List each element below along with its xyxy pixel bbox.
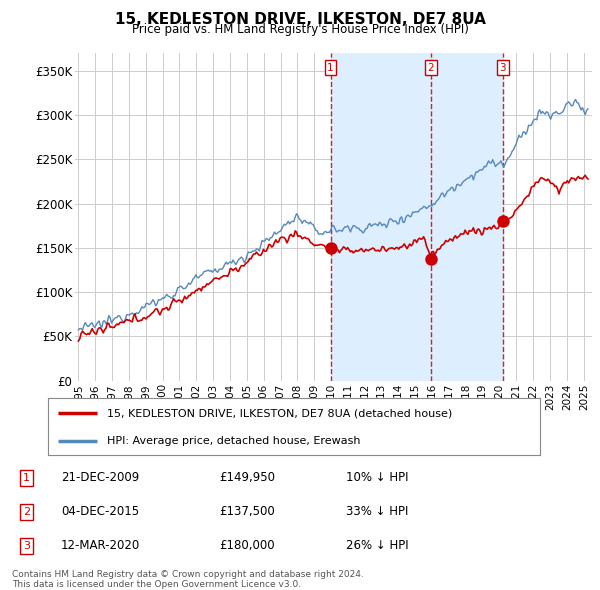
Text: 21-DEC-2009: 21-DEC-2009 <box>61 471 139 484</box>
Text: 33% ↓ HPI: 33% ↓ HPI <box>346 505 409 519</box>
Text: 12-MAR-2020: 12-MAR-2020 <box>61 539 140 552</box>
Text: 3: 3 <box>500 63 506 73</box>
Text: £180,000: £180,000 <box>220 539 275 552</box>
Text: Price paid vs. HM Land Registry's House Price Index (HPI): Price paid vs. HM Land Registry's House … <box>131 23 469 36</box>
Text: HPI: Average price, detached house, Erewash: HPI: Average price, detached house, Erew… <box>107 436 361 446</box>
Text: 2: 2 <box>427 63 434 73</box>
Bar <box>331 53 503 381</box>
Text: 3: 3 <box>23 541 30 551</box>
Text: £137,500: £137,500 <box>220 505 275 519</box>
Text: 15, KEDLESTON DRIVE, ILKESTON, DE7 8UA (detached house): 15, KEDLESTON DRIVE, ILKESTON, DE7 8UA (… <box>107 408 452 418</box>
Text: 15, KEDLESTON DRIVE, ILKESTON, DE7 8UA: 15, KEDLESTON DRIVE, ILKESTON, DE7 8UA <box>115 12 485 27</box>
Text: 10% ↓ HPI: 10% ↓ HPI <box>346 471 409 484</box>
Text: £149,950: £149,950 <box>220 471 275 484</box>
Text: 26% ↓ HPI: 26% ↓ HPI <box>346 539 409 552</box>
Text: 1: 1 <box>327 63 334 73</box>
Text: 04-DEC-2015: 04-DEC-2015 <box>61 505 139 519</box>
Text: 2: 2 <box>23 507 30 517</box>
Text: Contains HM Land Registry data © Crown copyright and database right 2024.
This d: Contains HM Land Registry data © Crown c… <box>12 570 364 589</box>
Text: 1: 1 <box>23 473 30 483</box>
